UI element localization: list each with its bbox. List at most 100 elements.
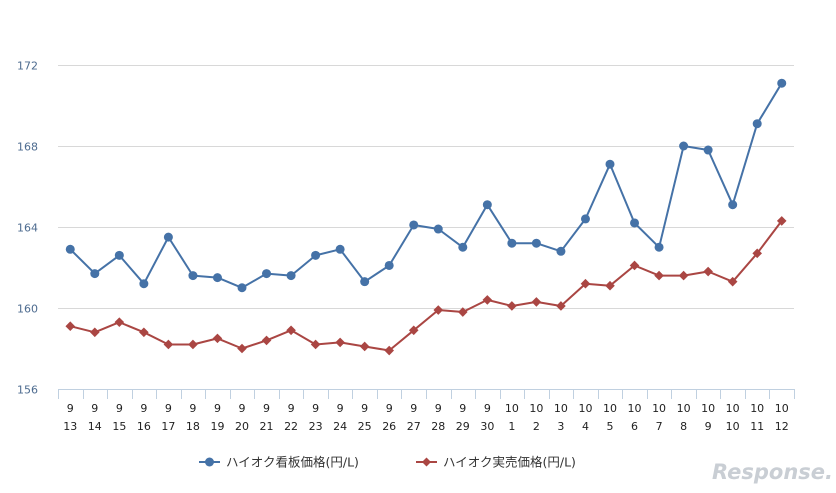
x-tick-month: 9 bbox=[410, 402, 417, 415]
data-point[interactable] bbox=[237, 283, 247, 293]
data-point[interactable] bbox=[360, 277, 370, 287]
x-tick-day: 4 bbox=[582, 420, 589, 433]
data-point[interactable] bbox=[90, 269, 100, 279]
data-point[interactable] bbox=[139, 327, 149, 338]
data-point[interactable] bbox=[679, 141, 689, 151]
legend-item-signboard-price[interactable]: ハイオク看板価格(円/L) bbox=[199, 455, 359, 470]
data-point[interactable] bbox=[188, 271, 198, 281]
legend-marker-circle bbox=[205, 457, 214, 467]
data-point[interactable] bbox=[311, 250, 321, 260]
legend-marker-diamond bbox=[422, 457, 431, 467]
x-tick-label: 107 bbox=[652, 402, 666, 433]
data-point[interactable] bbox=[261, 335, 272, 346]
data-point[interactable] bbox=[752, 248, 762, 259]
data-point[interactable] bbox=[728, 200, 738, 210]
data-point[interactable] bbox=[335, 244, 345, 254]
data-point[interactable] bbox=[556, 301, 566, 311]
x-tick-day: 14 bbox=[88, 420, 102, 433]
x-tick-day: 2 bbox=[533, 420, 540, 433]
data-point[interactable] bbox=[286, 325, 296, 336]
data-point[interactable] bbox=[458, 242, 468, 252]
x-tick-month: 10 bbox=[701, 402, 715, 415]
x-tick-label: 915 bbox=[112, 402, 126, 433]
data-point[interactable] bbox=[65, 244, 75, 254]
data-point[interactable] bbox=[629, 260, 640, 271]
x-tick-month: 10 bbox=[677, 402, 691, 415]
data-point[interactable] bbox=[531, 297, 542, 307]
series-actual-price bbox=[65, 216, 787, 356]
data-point[interactable] bbox=[458, 307, 468, 317]
x-tick-label: 924 bbox=[333, 402, 347, 433]
watermark-text: Response. bbox=[712, 460, 833, 484]
data-point[interactable] bbox=[262, 269, 272, 279]
x-tick-day: 22 bbox=[284, 420, 298, 433]
y-tick-label: 156 bbox=[17, 384, 38, 397]
x-tick-month: 10 bbox=[603, 402, 617, 415]
data-point[interactable] bbox=[188, 339, 198, 350]
data-point[interactable] bbox=[212, 273, 222, 283]
data-point[interactable] bbox=[678, 270, 689, 281]
legend-item-actual-price[interactable]: ハイオク実売価格(円/L) bbox=[416, 455, 576, 470]
x-tick-month: 9 bbox=[337, 402, 344, 415]
data-point[interactable] bbox=[703, 145, 713, 155]
data-point[interactable] bbox=[507, 238, 517, 248]
data-point[interactable] bbox=[482, 200, 492, 210]
x-tick-month: 10 bbox=[750, 402, 764, 415]
data-point[interactable] bbox=[384, 260, 394, 270]
data-point[interactable] bbox=[776, 216, 787, 226]
data-point[interactable] bbox=[212, 333, 223, 344]
data-point[interactable] bbox=[163, 339, 174, 350]
data-point[interactable] bbox=[556, 246, 566, 256]
data-point[interactable] bbox=[703, 266, 713, 277]
x-tick-month: 9 bbox=[484, 402, 491, 415]
x-tick-day: 8 bbox=[680, 420, 687, 433]
x-axis: 9139149159169179189199209219229239249259… bbox=[58, 389, 795, 433]
data-point[interactable] bbox=[237, 343, 247, 354]
x-tick-label: 918 bbox=[186, 402, 200, 433]
data-point[interactable] bbox=[408, 325, 419, 336]
x-tick-label: 926 bbox=[382, 402, 396, 433]
data-point[interactable] bbox=[580, 278, 591, 289]
data-point[interactable] bbox=[531, 238, 541, 248]
data-point[interactable] bbox=[409, 220, 419, 230]
x-tick-day: 1 bbox=[508, 420, 515, 433]
x-tick-day: 23 bbox=[309, 420, 323, 433]
data-point[interactable] bbox=[114, 317, 125, 327]
data-point[interactable] bbox=[90, 327, 100, 338]
x-tick-month: 10 bbox=[652, 402, 666, 415]
x-tick-month: 10 bbox=[726, 402, 740, 415]
x-tick-month: 9 bbox=[312, 402, 319, 415]
data-point[interactable] bbox=[482, 295, 493, 305]
data-point[interactable] bbox=[580, 214, 590, 224]
data-point[interactable] bbox=[654, 242, 664, 252]
y-axis: 156 160 164 168 172 bbox=[17, 60, 38, 397]
data-point[interactable] bbox=[752, 119, 762, 129]
x-tick-day: 29 bbox=[456, 420, 470, 433]
data-point[interactable] bbox=[359, 341, 370, 352]
data-point[interactable] bbox=[605, 280, 615, 291]
x-tick-day: 6 bbox=[631, 420, 638, 433]
data-point[interactable] bbox=[630, 218, 640, 228]
data-point[interactable] bbox=[433, 305, 444, 315]
data-point[interactable] bbox=[654, 270, 664, 281]
data-point[interactable] bbox=[65, 321, 76, 332]
data-point[interactable] bbox=[335, 337, 345, 348]
x-tick-label: 108 bbox=[677, 402, 691, 433]
x-tick-label: 916 bbox=[137, 402, 151, 433]
data-point[interactable] bbox=[310, 339, 321, 350]
data-point[interactable] bbox=[286, 271, 296, 281]
x-tick-label: 914 bbox=[88, 402, 102, 433]
data-point[interactable] bbox=[507, 301, 517, 311]
y-tick-label: 160 bbox=[17, 303, 38, 316]
data-point[interactable] bbox=[605, 159, 615, 169]
x-tick-month: 9 bbox=[386, 402, 393, 415]
data-point[interactable] bbox=[384, 345, 394, 356]
data-point[interactable] bbox=[777, 78, 787, 88]
data-point[interactable] bbox=[163, 232, 173, 242]
data-point[interactable] bbox=[139, 279, 149, 289]
data-point[interactable] bbox=[727, 276, 738, 287]
data-point[interactable] bbox=[433, 224, 443, 234]
data-point[interactable] bbox=[114, 250, 124, 260]
